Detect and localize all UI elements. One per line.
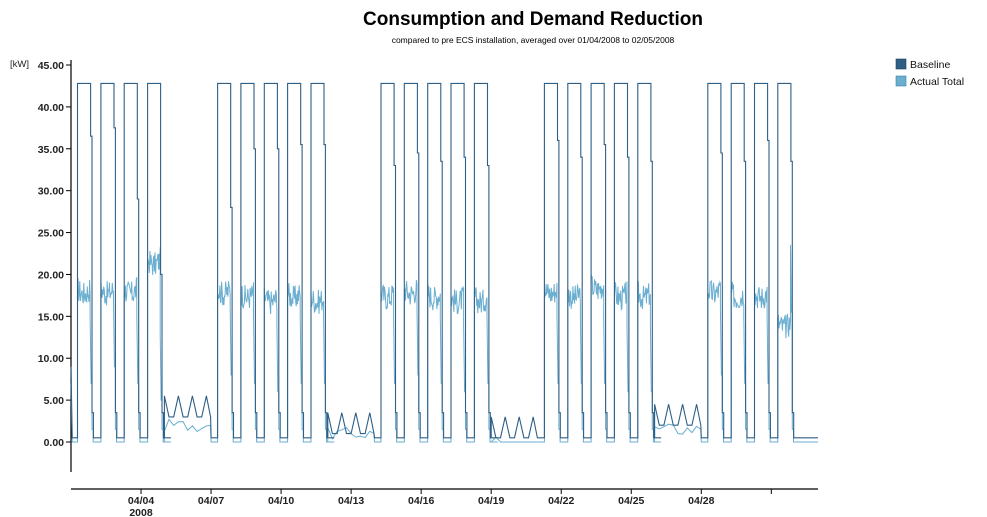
x-tick-label: 04/22 (548, 495, 574, 507)
y-tick-label: 20.00 (38, 269, 64, 281)
y-tick-label: 0.00 (44, 437, 65, 449)
x-tick-label: 04/28 (688, 495, 714, 507)
y-tick-label: 15.00 (38, 311, 64, 323)
series-line-actual-total (70, 245, 818, 443)
legend: Baseline Actual Total (895, 58, 964, 88)
y-tick-label: 45.00 (38, 60, 64, 72)
x-tick-label: 04/19 (478, 495, 504, 507)
chart-title: Consumption and Demand Reduction (363, 9, 703, 30)
x-tick-sublabel: 2008 (129, 507, 153, 517)
legend-label-actual-total: Actual Total (910, 76, 964, 88)
x-tick-label: 04/25 (618, 495, 644, 507)
y-tick-label: 30.00 (38, 186, 64, 198)
y-axis-unit: [kW] (10, 59, 29, 70)
y-tick-label: 35.00 (38, 144, 64, 156)
y-tick-label: 25.00 (38, 228, 64, 240)
series-line-baseline (70, 82, 818, 439)
legend-swatch-actual-total (895, 75, 907, 87)
x-tick-label: 04/07 (198, 495, 224, 507)
x-tick-label: 04/10 (268, 495, 294, 507)
legend-swatch-baseline (895, 58, 907, 70)
x-tick-label: 04/13 (338, 495, 364, 507)
x-tick-label: 04/16 (408, 495, 434, 507)
y-axis-ticks: 45.00 40.00 35.00 30.00 25.00 20.00 15.00 10.00… (38, 60, 71, 449)
y-tick-label: 40.00 (38, 102, 64, 114)
y-tick-label: 5.00 (44, 395, 65, 407)
y-tick-label: 10.00 (38, 353, 64, 365)
plot-area (70, 82, 818, 443)
legend-label-baseline: Baseline (910, 59, 950, 71)
chart-subtitle: compared to pre ECS installation, averag… (392, 35, 675, 45)
x-tick-label: 04/04 (128, 495, 154, 507)
